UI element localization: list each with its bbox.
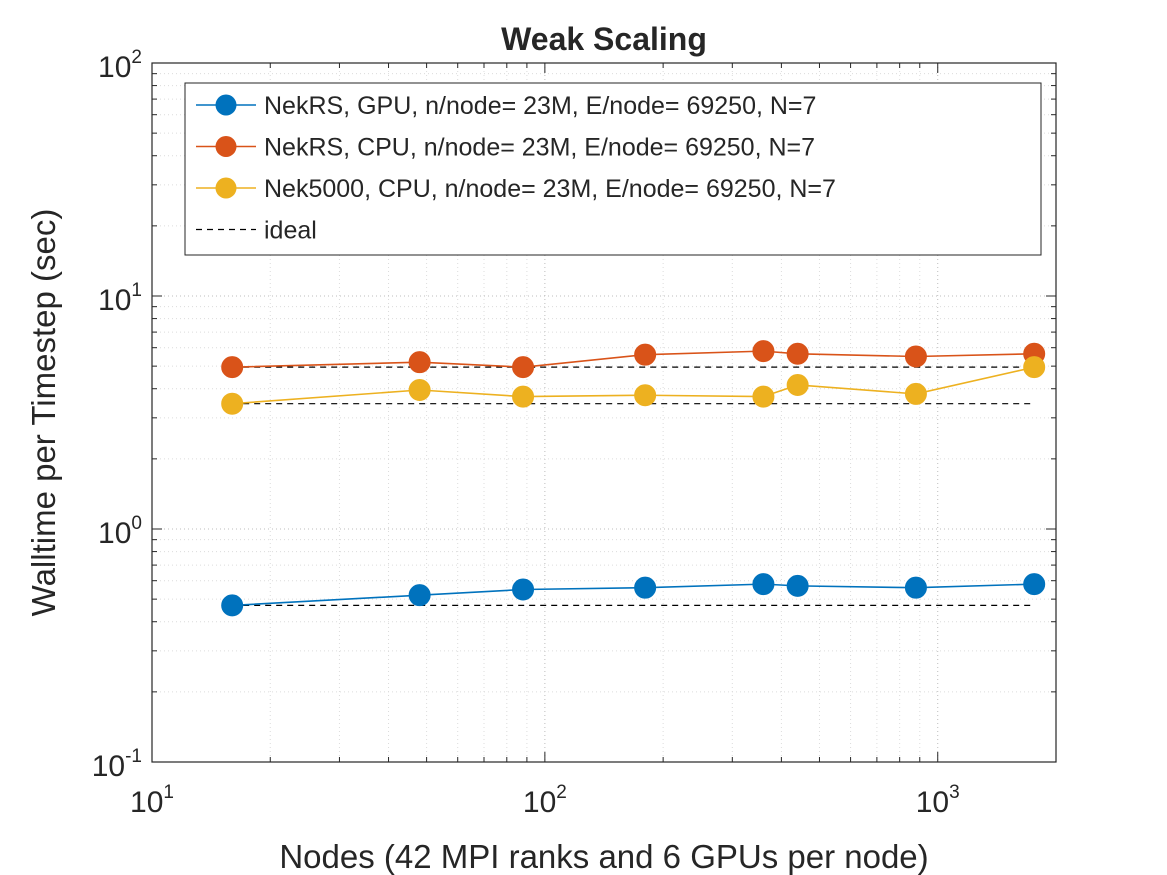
legend-entry: NekRS, GPU, n/node= 23M, E/node= 69250, … [196, 92, 816, 120]
chart-title: Weak Scaling [501, 21, 707, 57]
data-point [786, 342, 809, 365]
legend-box [184, 82, 1042, 256]
legend-label: NekRS, GPU, n/node= 23M, E/node= 69250, … [264, 92, 816, 120]
legend-entry: ideal [196, 217, 317, 245]
x-tick-label: 103 [916, 782, 960, 819]
legend-entry: Nek5000, CPU, n/node= 23M, E/node= 69250… [196, 175, 836, 203]
series-group [221, 340, 1046, 379]
data-point [752, 573, 775, 596]
series-line [232, 583, 1035, 607]
data-series [221, 340, 1046, 617]
data-point [512, 356, 535, 379]
data-point [221, 392, 244, 415]
legend-label: Nek5000, CPU, n/node= 23M, E/node= 69250… [264, 175, 836, 203]
data-point [512, 578, 535, 601]
data-point [1023, 356, 1046, 379]
x-axis-label: Nodes (42 MPI ranks and 6 GPUs per node) [279, 838, 928, 875]
ideal-lines [232, 366, 1035, 607]
legend-label: NekRS, CPU, n/node= 23M, E/node= 69250, … [264, 134, 815, 162]
y-tick-label: 10-1 [92, 746, 142, 783]
y-tick-label: 100 [98, 513, 142, 550]
data-point [408, 584, 431, 607]
series-group [221, 573, 1046, 617]
series-line [232, 350, 1035, 368]
legend-entry: NekRS, CPU, n/node= 23M, E/node= 69250, … [196, 134, 815, 162]
data-point [904, 382, 927, 405]
data-point [634, 343, 657, 366]
legend-marker [215, 177, 237, 199]
data-point [786, 373, 809, 396]
data-point [904, 345, 927, 368]
data-point [752, 340, 775, 363]
series-group [221, 356, 1046, 415]
data-point [786, 574, 809, 597]
data-point [221, 594, 244, 617]
legend-marker [215, 136, 237, 157]
data-point [408, 351, 431, 374]
legend-label: ideal [264, 217, 317, 245]
y-tick-label: 101 [98, 280, 142, 317]
legend: NekRS, GPU, n/node= 23M, E/node= 69250, … [184, 82, 1042, 256]
axis-ticks: 101 102 103 10-1 100 101 102 [92, 47, 1057, 819]
data-point [512, 385, 535, 408]
data-point [634, 576, 657, 599]
data-point [752, 385, 775, 408]
legend-entries: NekRS, GPU, n/node= 23M, E/node= 69250, … [196, 92, 836, 245]
y-tick-label: 102 [98, 47, 142, 84]
data-point [904, 576, 927, 599]
x-tick-label: 101 [130, 782, 174, 819]
x-tick-label: 102 [523, 782, 567, 819]
data-point [221, 356, 244, 379]
data-point [1023, 573, 1046, 596]
legend-marker [215, 94, 237, 116]
data-point [634, 384, 657, 407]
plot-frame [151, 62, 1057, 763]
data-point [408, 378, 431, 401]
y-axis-label: Walltime per Timestep (sec) [25, 209, 62, 617]
series-line [232, 366, 1035, 405]
